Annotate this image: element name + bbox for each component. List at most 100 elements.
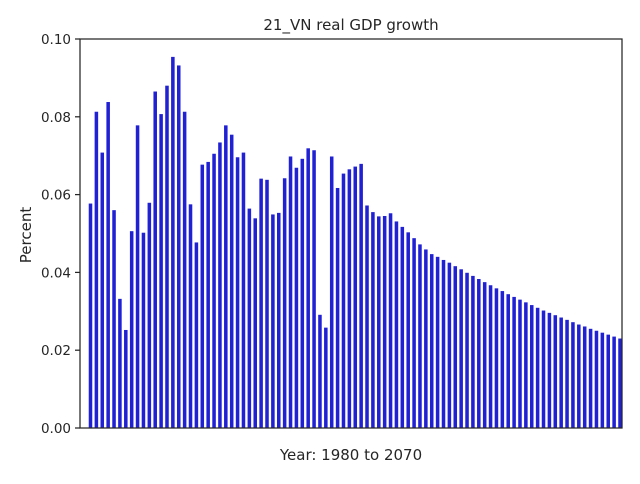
bar-2051 — [506, 294, 510, 428]
bar-2054 — [524, 302, 528, 428]
y-axis-label: Percent — [17, 207, 35, 264]
bar-1990 — [147, 202, 152, 428]
bar-1984 — [112, 210, 116, 428]
bar-2057 — [541, 310, 546, 428]
bar-2045 — [471, 275, 475, 428]
bar-2004 — [229, 134, 234, 428]
bar-1985 — [118, 298, 122, 428]
bar-2030 — [382, 216, 387, 428]
bar-2065 — [588, 328, 593, 428]
bar-2039 — [435, 256, 440, 428]
bar-2038 — [429, 254, 434, 428]
bar-2034 — [406, 232, 410, 428]
bar-1993 — [165, 85, 169, 429]
bar-2062 — [571, 322, 575, 428]
bar-2047 — [482, 282, 487, 429]
bar-2018 — [312, 150, 316, 428]
bar-2068 — [606, 334, 610, 428]
y-tick-label: 0.04 — [41, 265, 71, 281]
y-tick-label: 0.02 — [41, 343, 71, 359]
bar-2015 — [294, 167, 299, 428]
bar-2036 — [418, 244, 422, 428]
bar-1987 — [129, 231, 134, 428]
bar-2022 — [335, 187, 340, 428]
bar-2023 — [341, 173, 346, 428]
bar-2055 — [529, 305, 534, 428]
bar-2009 — [259, 178, 263, 428]
bar-2063 — [577, 324, 581, 428]
y-axis-ticks: 0.00 0.02 0.04 0.06 0.08 0.10 — [41, 32, 80, 437]
bar-2014 — [288, 156, 293, 429]
bar-1988 — [135, 125, 140, 429]
bar-2007 — [247, 208, 252, 428]
y-tick-label: 0.06 — [41, 188, 71, 204]
bar-2024 — [347, 169, 352, 428]
bar-2001 — [212, 153, 216, 428]
bar-2035 — [412, 238, 416, 428]
bar-2061 — [565, 319, 569, 428]
bar-2046 — [477, 279, 481, 428]
bar-2013 — [282, 178, 287, 428]
y-tick-label: 0.00 — [41, 421, 71, 437]
bar-2066 — [594, 330, 599, 428]
bar-2028 — [371, 212, 375, 428]
bar-2029 — [377, 216, 381, 428]
y-tick-label: 0.08 — [41, 110, 71, 126]
bar-2026 — [359, 163, 363, 428]
bar-2070 — [618, 338, 622, 428]
bar-2012 — [277, 212, 281, 428]
bar-2041 — [447, 262, 452, 428]
bar-2031 — [388, 213, 393, 428]
bar-2019 — [318, 314, 322, 428]
bar-1986 — [124, 329, 128, 428]
bar-1999 — [200, 164, 205, 428]
bar-2002 — [218, 142, 222, 428]
bar-1992 — [159, 114, 163, 428]
bar-2042 — [453, 266, 458, 428]
bar-2008 — [253, 218, 257, 428]
bar-2050 — [500, 291, 505, 428]
bar-2016 — [300, 158, 305, 428]
bar-2010 — [265, 179, 269, 428]
bar-2020 — [324, 327, 328, 428]
bar-2011 — [271, 214, 275, 428]
bar-2040 — [441, 259, 446, 428]
bar-1980 — [88, 203, 93, 428]
bar-2006 — [241, 152, 246, 428]
bar-2027 — [365, 205, 369, 428]
bar-2049 — [494, 288, 499, 428]
bar-2060 — [559, 317, 563, 428]
bar-2052 — [512, 296, 516, 428]
bar-1998 — [194, 242, 199, 428]
bar-1995 — [176, 65, 181, 428]
bar-2059 — [553, 315, 558, 428]
bar-1982 — [100, 152, 105, 428]
bar-2053 — [518, 299, 522, 428]
bar-1991 — [153, 91, 157, 429]
chart-title: 21_VN real GDP growth — [263, 16, 438, 35]
bar-2033 — [400, 226, 405, 428]
bar-1981 — [94, 111, 99, 429]
bar-2067 — [600, 332, 605, 428]
bars-group — [88, 56, 622, 429]
bar-2069 — [612, 336, 616, 428]
bar-1989 — [141, 232, 146, 428]
y-tick-label: 0.10 — [41, 32, 71, 48]
bar-2000 — [206, 161, 210, 429]
bar-2032 — [394, 221, 399, 428]
bar-2048 — [488, 285, 493, 428]
bar-2058 — [547, 312, 552, 428]
plot-frame — [79, 38, 623, 429]
bar-2021 — [329, 156, 334, 429]
bar-1994 — [171, 56, 175, 428]
bar-2056 — [535, 307, 540, 428]
bar-2017 — [306, 148, 310, 428]
bar-2037 — [424, 249, 428, 428]
bar-1997 — [188, 204, 193, 428]
bar-2043 — [459, 269, 463, 428]
bar-2003 — [224, 125, 228, 429]
bar-2025 — [353, 166, 358, 428]
bar-2005 — [235, 157, 240, 428]
